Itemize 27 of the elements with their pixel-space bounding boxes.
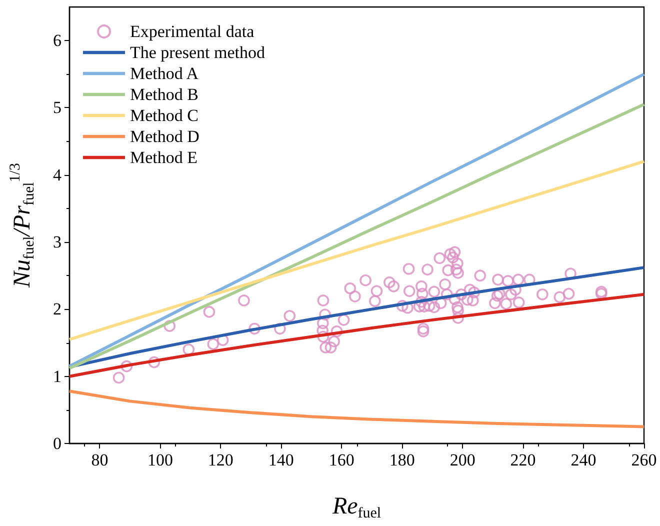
x-tick-label: 160 xyxy=(328,450,354,470)
y-tick-label: 3 xyxy=(53,232,62,252)
y-tick-label: 5 xyxy=(53,98,62,118)
line-series xyxy=(68,292,646,378)
y-axis-title: Nufuel/Prfuel1/3 xyxy=(8,163,38,288)
x-tick-label: 200 xyxy=(450,450,476,470)
legend-label: Experimental data xyxy=(130,22,255,41)
y-tick-label: 0 xyxy=(53,434,62,453)
x-tick-label: 180 xyxy=(389,450,415,470)
x-tick-label: 120 xyxy=(208,450,234,470)
legend-label: Method B xyxy=(130,85,198,104)
x-tick-label: 260 xyxy=(631,450,657,470)
x-tick-label: 80 xyxy=(91,450,108,470)
x-tick-label: 240 xyxy=(570,450,596,470)
y-tick-label: 4 xyxy=(53,165,62,184)
y-tick-label: 6 xyxy=(53,31,62,50)
y-tick-label: 1 xyxy=(53,366,62,386)
legend-label: Method C xyxy=(130,106,198,125)
legend-label: Method D xyxy=(130,127,200,146)
x-tick-label: 100 xyxy=(147,450,173,470)
x-tick-label: 140 xyxy=(268,450,294,470)
legend-label: Method A xyxy=(130,64,200,83)
legend-label: The present method xyxy=(130,43,266,62)
legend-label: Method E xyxy=(130,148,198,167)
line-series xyxy=(68,390,646,428)
y-tick-label: 2 xyxy=(53,300,62,319)
x-tick-label: 220 xyxy=(510,450,536,470)
